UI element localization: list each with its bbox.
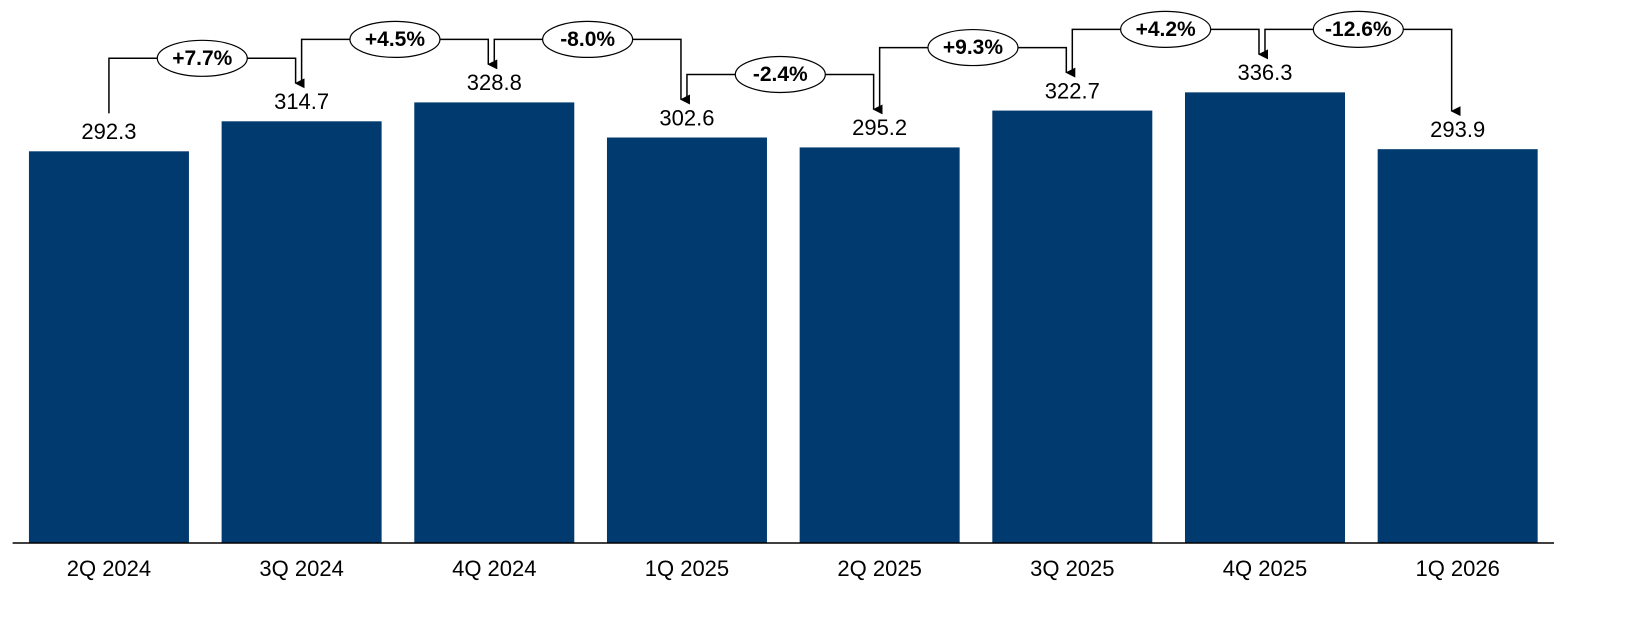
x-tick-label: 2Q 2025: [837, 556, 921, 581]
change-label: -2.4%: [753, 63, 808, 86]
change-bubble: [156, 39, 248, 77]
change-bubble: [349, 20, 441, 59]
change-bubble: [734, 55, 826, 94]
change-label: +4.2%: [1136, 18, 1196, 41]
x-tick-label: 3Q 2024: [259, 556, 343, 581]
value-label: 302.6: [659, 105, 714, 130]
x-tick-label: 4Q 2025: [1223, 556, 1307, 581]
bar: [992, 110, 1153, 543]
change-bubble: [1120, 10, 1212, 48]
x-tick-label: 1Q 2025: [645, 556, 729, 581]
change-bubble: [542, 20, 634, 59]
bar: [221, 121, 382, 543]
x-tick-label: 1Q 2026: [1415, 556, 1499, 581]
bar: [414, 102, 575, 544]
bar: [606, 137, 767, 544]
change-label: -12.6%: [1325, 18, 1392, 41]
value-label: 328.8: [467, 70, 522, 95]
x-tick-label: 4Q 2024: [452, 556, 536, 581]
bar: [1184, 92, 1345, 543]
value-label: 322.7: [1045, 78, 1100, 103]
value-label: 336.3: [1237, 60, 1292, 85]
change-label: +9.3%: [943, 36, 1003, 59]
change-label: -8.0%: [560, 28, 615, 51]
value-label: 314.7: [274, 89, 329, 114]
change-label: +4.5%: [365, 28, 425, 51]
bar: [799, 147, 960, 543]
value-label: 295.2: [852, 115, 907, 140]
change-bubble: [1312, 10, 1404, 48]
change-bubble: [927, 28, 1019, 67]
x-tick-label: 3Q 2025: [1030, 556, 1114, 581]
change-label: +7.7%: [172, 47, 232, 70]
value-label: 293.9: [1430, 117, 1485, 142]
x-tick-label: 2Q 2024: [67, 556, 151, 581]
value-label: 292.3: [81, 119, 136, 144]
bar: [1377, 149, 1538, 543]
bar: [28, 151, 189, 543]
